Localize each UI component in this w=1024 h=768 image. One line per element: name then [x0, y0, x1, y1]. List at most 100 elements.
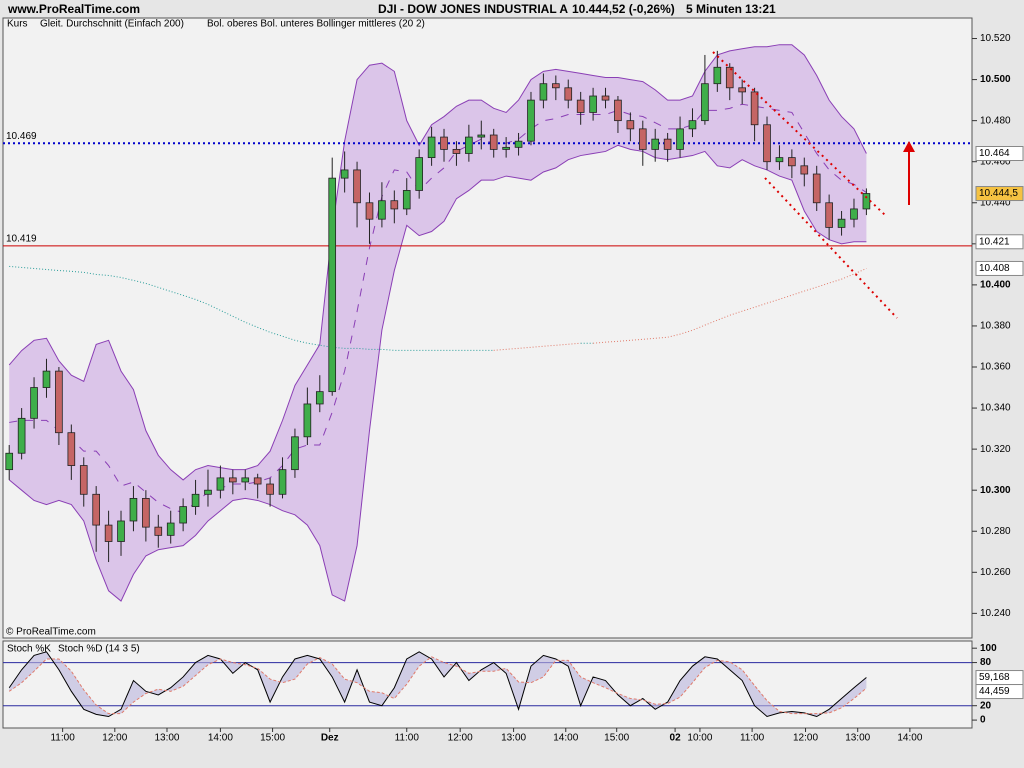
legend-item: Stoch %K [7, 644, 51, 655]
x-tick-label: 13:00 [154, 733, 179, 744]
value-box [975, 684, 1024, 700]
candle-body [79, 465, 88, 495]
candle-body [104, 524, 113, 542]
candle-body [763, 124, 771, 163]
y-tick-label: 10.280 [980, 526, 1011, 537]
candle-body [552, 83, 560, 89]
candle-body [154, 526, 163, 536]
candle-body [576, 99, 585, 113]
candle-body [688, 120, 697, 130]
trend-line [764, 177, 898, 319]
interval: 5 Minuten [686, 2, 742, 16]
y-tick-label: 0 [980, 715, 986, 726]
y-tick-label: 80 [980, 657, 992, 668]
time: 13:21 [745, 2, 776, 16]
candle-body [713, 66, 722, 85]
y-tick-label: 10.380 [980, 321, 1011, 332]
legend-item: Gleit. Durchschnitt (Einfach 200) [40, 19, 184, 30]
moving-average [493, 342, 581, 351]
legend-item: Stoch %D (14 3 5) [58, 644, 140, 655]
candle-body [663, 138, 672, 150]
y-tick-label: 10.400 [980, 280, 1011, 291]
bollinger-middle [9, 103, 867, 514]
candle-body [17, 417, 26, 454]
candle-body [850, 208, 858, 220]
y-tick-label: 10.480 [980, 115, 1011, 126]
candle-body [340, 169, 349, 179]
candle-body [775, 157, 784, 163]
candle-body [402, 190, 411, 210]
bollinger-upper [8, 44, 867, 481]
candle-body [651, 138, 660, 150]
y-tick-label: 10.320 [980, 444, 1011, 455]
x-tick-label: 11:00 [50, 733, 75, 744]
candle-body [55, 370, 63, 434]
candle-body [166, 522, 175, 536]
candle-body [601, 95, 610, 101]
candle-body [278, 469, 287, 495]
x-tick-label: 02 [670, 733, 682, 744]
x-tick-label: 10:00 [687, 733, 712, 744]
candle-body [5, 452, 14, 471]
candle-body [489, 134, 498, 150]
x-tick-label: 14:00 [553, 733, 578, 744]
stoch-line [8, 651, 867, 718]
candle-body [564, 87, 573, 101]
candle-body [427, 136, 436, 159]
candle-body [452, 148, 461, 154]
value-box-label: 10.464 [979, 148, 1010, 159]
candle-body [67, 432, 76, 466]
candle-body [142, 497, 150, 528]
candle-body [638, 128, 647, 150]
candle-body [241, 477, 250, 483]
candle-body [725, 66, 734, 89]
candle-body [315, 391, 324, 405]
stoch-fill [9, 651, 867, 717]
value-box-label: 10.421 [979, 236, 1010, 247]
candle-body [303, 403, 312, 438]
candle-body [42, 370, 51, 388]
candle-body [378, 200, 386, 220]
candle-body [191, 493, 200, 508]
legend-item: Bol. oberes Bol. unteres Bollinger mittl… [207, 19, 425, 30]
candle-body [415, 157, 423, 191]
candle-body [837, 218, 846, 228]
candle-body [204, 489, 212, 495]
x-tick-label: 14:00 [208, 733, 233, 744]
candle-body [514, 140, 523, 148]
candle-body [30, 387, 38, 419]
x-tick-label: 15:00 [260, 733, 285, 744]
candle-body [750, 91, 759, 126]
site: www.ProRealTime.com [7, 2, 140, 16]
candle-body [92, 493, 100, 526]
x-tick-label: 13:00 [845, 733, 870, 744]
x-tick-label: 14:00 [897, 733, 922, 744]
copyright: © ProRealTime.com [6, 627, 96, 638]
y-tick-label: 10.500 [980, 74, 1011, 85]
candle-body [676, 128, 684, 150]
candle-body [390, 200, 399, 210]
candle-body [216, 477, 225, 491]
candle-body [527, 99, 535, 142]
y-tick-label: 10.260 [980, 567, 1011, 578]
value-box [975, 186, 1024, 202]
candle-body [465, 136, 473, 154]
value-box [975, 145, 1024, 161]
y-tick-label: 10.360 [980, 362, 1011, 373]
candle-body [477, 134, 486, 138]
candle-body [539, 83, 548, 101]
x-tick-label: 12:00 [793, 733, 818, 744]
candle-body [788, 157, 796, 167]
value-box [975, 260, 1024, 276]
y-tick-label: 10.520 [980, 33, 1011, 44]
y-tick-label: 20 [980, 700, 992, 711]
bollinger-lower [8, 144, 867, 602]
candle-body [179, 506, 187, 524]
x-tick-label: 15:00 [604, 733, 629, 744]
candle-body [825, 202, 833, 228]
moving-average [9, 265, 494, 351]
y-tick-label: 10.460 [980, 156, 1011, 167]
value-box-label: 10.444,5 [979, 188, 1018, 199]
value-box-label: 44,459 [979, 686, 1010, 697]
